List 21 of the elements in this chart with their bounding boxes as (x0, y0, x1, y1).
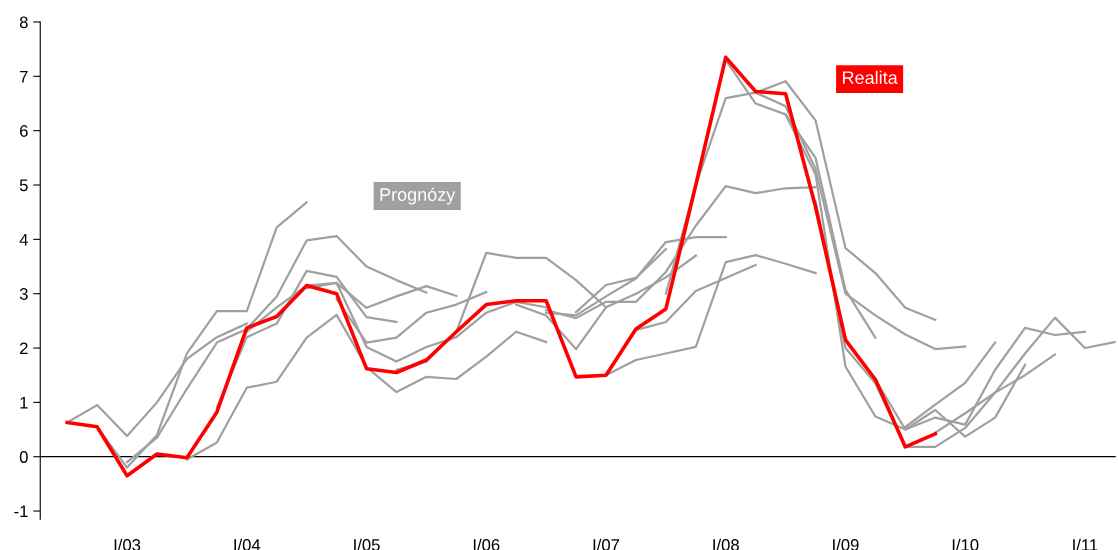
y-tick-label: 4 (19, 233, 28, 246)
x-tick-label: I/08 (713, 538, 739, 550)
y-tick-label: 5 (19, 179, 28, 192)
text: Realita (842, 70, 898, 85)
x-tick-label: I/05 (354, 538, 380, 550)
x-tick-label: I/03 (114, 538, 141, 550)
x-tick-label: I/09 (833, 538, 859, 550)
y-tick-label: -1 (14, 505, 28, 518)
x-tick-label: I/04 (234, 538, 261, 550)
y-tick-label: 1 (20, 396, 28, 409)
y-tick-label: 2 (20, 342, 28, 355)
x-tick-label: I/11 (1073, 538, 1098, 550)
y-tick-label: 7 (20, 70, 28, 83)
y-tick-label: 8 (19, 16, 28, 29)
y-tick-label: 3 (19, 288, 28, 300)
y-tick-label: 6 (20, 125, 28, 137)
x-tick-label: I/07 (593, 538, 620, 550)
y-tick-label: 0 (19, 451, 28, 463)
x-tick-label: I/06 (473, 538, 500, 550)
x-tick-label: I/10 (952, 538, 979, 550)
text: Prognózy (380, 187, 456, 205)
